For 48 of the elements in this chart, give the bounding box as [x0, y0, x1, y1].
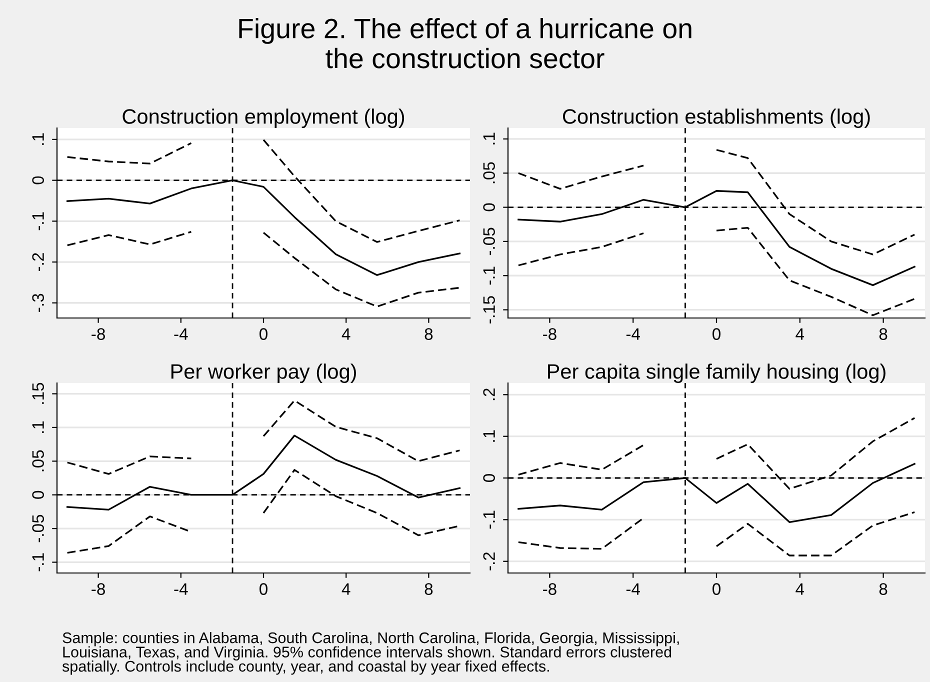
x-tick-label: 0 [712, 328, 720, 340]
x-tick-label: -8 [543, 328, 556, 340]
y-tick-label: .1 [483, 132, 495, 144]
x-tick-label: 8 [424, 328, 433, 340]
y-tick-label: -.2 [32, 253, 44, 272]
y-tick-label: .05 [483, 162, 495, 184]
x-tick-label: -4 [626, 583, 640, 595]
x-tick-label: 4 [342, 328, 350, 340]
x-tick-label: 8 [424, 583, 433, 595]
x-tick-label: -8 [92, 328, 105, 340]
chart-title: Per capita single family housing (log) [548, 364, 886, 383]
y-tick-label: -.05 [32, 514, 44, 542]
y-tick-label: -.05 [483, 228, 495, 256]
x-tick-label: 0 [260, 328, 268, 340]
chart-title: Per worker pay (log) [171, 364, 356, 383]
y-tick-label: -.15 [483, 296, 495, 324]
x-tick-label: -8 [92, 583, 105, 595]
x-tick-label: 8 [879, 583, 888, 595]
y-tick-label: 0 [32, 176, 44, 184]
y-tick-label: 0 [32, 490, 44, 499]
y-tick-label: .1 [32, 421, 44, 433]
y-tick-label: -.1 [483, 510, 495, 529]
x-tick-label: -4 [174, 583, 188, 595]
x-tick-label: 0 [712, 583, 720, 595]
x-tick-label: 0 [260, 583, 268, 595]
y-tick-label: .1 [483, 430, 495, 442]
y-tick-label: .1 [32, 133, 44, 145]
y-tick-label: 0 [483, 474, 495, 482]
text: Sample: counties in Alabama, South Carolina, North Carolina, Florida, Georgia, Mississippi, Louisiana, Texas, and Virginia. 95% confidence intervals shown. Standard errors clustered spatially. Controls include county, year, and coastal by year fixed effects. [62, 632, 679, 675]
y-tick-label: -.1 [483, 266, 495, 285]
y-tick-label: -.2 [483, 552, 495, 570]
y-tick-label: .2 [483, 388, 495, 400]
x-tick-label: 4 [796, 583, 804, 595]
x-tick-label: -4 [174, 328, 188, 340]
y-tick-label: -.1 [32, 553, 44, 572]
x-tick-label: -4 [626, 328, 640, 340]
chart-title: Construction employment (log) [122, 108, 404, 128]
y-tick-label: .15 [32, 382, 44, 404]
x-tick-label: 4 [342, 583, 350, 595]
y-tick-label: -.1 [32, 212, 44, 230]
y-tick-label: 0 [483, 203, 495, 212]
x-tick-label: 4 [796, 328, 804, 340]
x-tick-label: 8 [879, 328, 888, 340]
text: Figure 2. The effect of a hurricane on the construction sector [239, 18, 692, 68]
y-tick-label: .05 [32, 450, 44, 472]
chart-title: Construction establishments (log) [562, 108, 870, 128]
x-tick-label: -8 [543, 583, 556, 595]
y-tick-label: -.3 [32, 294, 44, 312]
